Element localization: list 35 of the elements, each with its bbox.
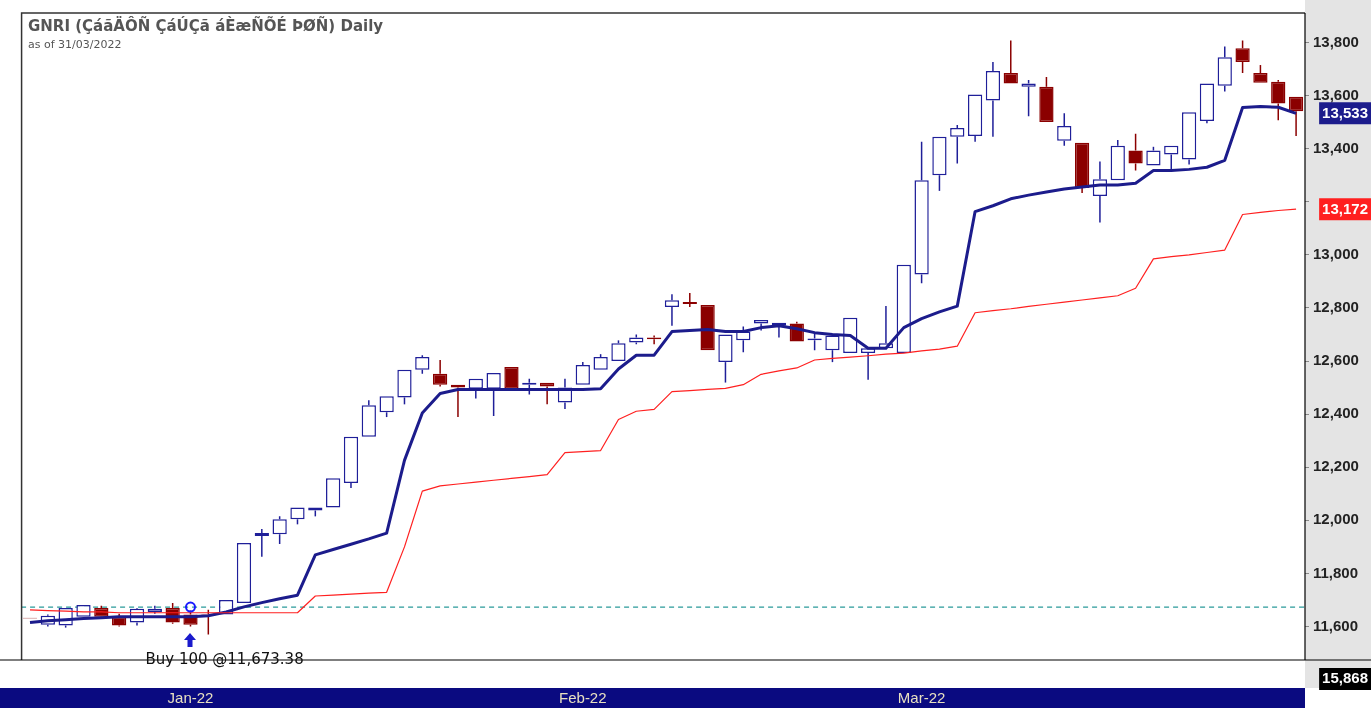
y-tick-label: 11,600 bbox=[1313, 616, 1359, 634]
y-tick-label: 11,800 bbox=[1313, 563, 1359, 581]
candlestick bbox=[985, 61, 1001, 138]
y-tick-label: 12,800 bbox=[1313, 298, 1359, 316]
candlestick bbox=[433, 359, 448, 388]
y-tick-label: 13,000 bbox=[1313, 245, 1359, 262]
data-label: 13,533 bbox=[1322, 104, 1369, 122]
y-tick-label: 12,400 bbox=[1313, 404, 1359, 422]
x-tick-label: Jan-22 bbox=[167, 689, 214, 707]
candlestick bbox=[1110, 139, 1125, 181]
candlestick bbox=[254, 528, 269, 558]
y-tick-label: 13,600 bbox=[1313, 85, 1359, 103]
candlestick bbox=[1271, 79, 1286, 122]
candlestick bbox=[1181, 112, 1197, 166]
candlestick bbox=[343, 436, 359, 489]
candlestick bbox=[1074, 142, 1090, 194]
chart-title: GNRI (ÇáãÄÔÑ ÇáÚÇã áÈæÑÕÉ ÞØÑ) Daily bbox=[28, 16, 384, 36]
candlestick bbox=[1199, 83, 1215, 124]
annotation: Buy 100 @11,673.38 bbox=[145, 649, 304, 668]
candlestick bbox=[682, 292, 697, 308]
y-tick-label: 12,600 bbox=[1313, 351, 1359, 369]
y-tick-label: 13,400 bbox=[1313, 138, 1359, 156]
candlestick bbox=[1217, 45, 1232, 93]
y-tick-label: 13,800 bbox=[1313, 32, 1359, 50]
y-tick-label: 12,200 bbox=[1313, 457, 1359, 475]
text: 15,868 bbox=[1322, 669, 1369, 687]
y-tick-label: 12,000 bbox=[1313, 510, 1359, 528]
candlestick bbox=[967, 94, 983, 143]
candlestick bbox=[540, 382, 555, 406]
candlestick bbox=[361, 399, 376, 437]
data-label: 13,172 bbox=[1322, 200, 1369, 218]
text: as of 31/03/2022 bbox=[28, 38, 122, 52]
x-tick-label: Mar-22 bbox=[897, 689, 946, 707]
x-tick-label: Feb-22 bbox=[559, 689, 607, 707]
candlestick bbox=[914, 141, 929, 285]
